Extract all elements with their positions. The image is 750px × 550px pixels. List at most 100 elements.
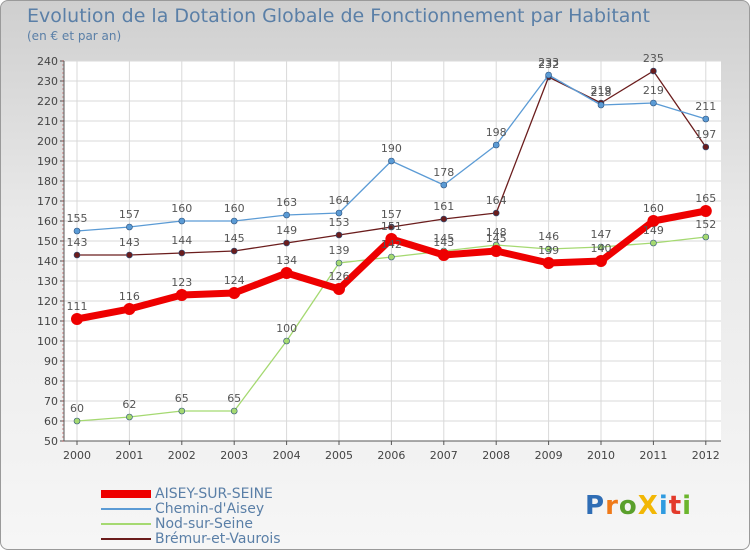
data-label: 100 bbox=[276, 322, 297, 335]
data-point-2 bbox=[230, 407, 238, 415]
legend-label: AISEY-SUR-SEINE bbox=[155, 485, 273, 502]
data-point-1 bbox=[702, 115, 710, 123]
data-label: 124 bbox=[224, 274, 245, 287]
data-point-3 bbox=[230, 247, 238, 255]
data-point-0 bbox=[595, 255, 607, 267]
data-point-3 bbox=[440, 215, 448, 223]
data-label: 145 bbox=[433, 232, 454, 245]
data-point-2 bbox=[335, 259, 343, 267]
x-tick-label: 2011 bbox=[639, 449, 667, 462]
data-point-3 bbox=[388, 223, 395, 231]
legend-item: Chemin-d'Aisey bbox=[101, 500, 281, 517]
chart-title: Evolution de la Dotation Globale de Fonc… bbox=[27, 5, 650, 27]
logo-letter: r bbox=[605, 491, 619, 521]
y-tick-label: 240 bbox=[37, 55, 58, 68]
data-label: 152 bbox=[695, 218, 716, 231]
legend-item: Brémur-et-Vaurois bbox=[101, 530, 281, 547]
data-label: 235 bbox=[643, 52, 664, 65]
data-label: 219 bbox=[591, 84, 612, 97]
data-point-2 bbox=[597, 243, 605, 251]
data-label: 165 bbox=[695, 192, 716, 205]
data-label: 233 bbox=[538, 56, 559, 69]
data-label: 62 bbox=[122, 398, 136, 411]
data-label: 148 bbox=[486, 226, 507, 239]
data-label: 134 bbox=[276, 254, 297, 267]
data-point-2 bbox=[388, 253, 395, 261]
data-point-2 bbox=[545, 245, 552, 253]
data-label: 198 bbox=[486, 126, 507, 139]
data-label: 151 bbox=[381, 220, 402, 233]
legend-label: Chemin-d'Aisey bbox=[155, 500, 265, 517]
data-point-1 bbox=[73, 227, 81, 235]
data-point-2 bbox=[73, 417, 81, 425]
y-tick-label: 180 bbox=[37, 175, 58, 188]
chart-subtitle: (en € et par an) bbox=[27, 29, 122, 43]
data-point-0 bbox=[437, 249, 450, 261]
data-point-3 bbox=[126, 251, 133, 259]
data-point-1 bbox=[492, 141, 500, 149]
y-tick-label: 230 bbox=[37, 75, 58, 88]
data-label: 111 bbox=[67, 300, 88, 313]
data-label: 142 bbox=[381, 238, 402, 251]
y-tick-label: 60 bbox=[44, 415, 58, 428]
data-point-1 bbox=[440, 181, 448, 189]
legend-swatch bbox=[101, 507, 151, 510]
y-tick-label: 190 bbox=[37, 155, 58, 168]
data-point-0 bbox=[228, 287, 241, 299]
data-point-1 bbox=[650, 99, 657, 107]
x-tick-label: 2012 bbox=[692, 449, 720, 462]
logo-letter: i bbox=[682, 491, 693, 521]
y-tick-label: 90 bbox=[44, 355, 58, 368]
data-label: 160 bbox=[171, 202, 192, 215]
y-tick-label: 100 bbox=[37, 335, 58, 348]
data-point-1 bbox=[597, 101, 605, 109]
logo-letter: t bbox=[668, 491, 683, 521]
y-tick-label: 110 bbox=[37, 315, 58, 328]
proxiti-logo: ProXiti bbox=[585, 491, 692, 521]
y-tick-label: 160 bbox=[37, 215, 58, 228]
data-point-0 bbox=[490, 245, 503, 257]
data-label: 164 bbox=[329, 194, 350, 207]
data-point-1 bbox=[283, 211, 290, 219]
data-label: 140 bbox=[591, 242, 612, 255]
data-label: 149 bbox=[643, 224, 664, 237]
data-label: 211 bbox=[695, 100, 716, 113]
y-tick-label: 80 bbox=[44, 375, 58, 388]
data-label: 143 bbox=[433, 236, 454, 249]
data-point-3 bbox=[335, 231, 343, 239]
data-label: 164 bbox=[486, 194, 507, 207]
logo-letter: i bbox=[658, 491, 669, 521]
x-tick-label: 2007 bbox=[430, 449, 458, 462]
data-label: 126 bbox=[329, 270, 350, 283]
data-label: 145 bbox=[224, 232, 245, 245]
data-point-0 bbox=[699, 205, 712, 217]
data-label: 153 bbox=[329, 216, 350, 229]
x-tick-label: 2001 bbox=[115, 449, 143, 462]
chart-legend: AISEY-SUR-SEINE Chemin-d'Aisey Nod-sur-Sei… bbox=[101, 485, 281, 547]
data-label: 155 bbox=[67, 212, 88, 225]
logo-letter: X bbox=[637, 491, 659, 521]
x-tick-label: 2010 bbox=[587, 449, 615, 462]
data-point-3 bbox=[650, 67, 657, 75]
data-point-1 bbox=[126, 223, 133, 231]
data-point-2 bbox=[126, 413, 133, 421]
data-point-2 bbox=[650, 239, 657, 247]
y-tick-label: 210 bbox=[37, 115, 58, 128]
data-label: 147 bbox=[591, 228, 612, 241]
legend-item: AISEY-SUR-SEINE bbox=[101, 485, 281, 502]
data-point-3 bbox=[283, 239, 290, 247]
x-tick-label: 2003 bbox=[220, 449, 248, 462]
legend-swatch bbox=[101, 522, 151, 525]
data-label: 116 bbox=[119, 290, 140, 303]
data-point-0 bbox=[71, 313, 83, 325]
data-point-0 bbox=[333, 283, 345, 295]
y-tick-label: 130 bbox=[37, 275, 58, 288]
logo-letter: P bbox=[585, 491, 606, 521]
data-label: 157 bbox=[381, 208, 402, 221]
x-tick-label: 2005 bbox=[325, 449, 353, 462]
data-point-1 bbox=[335, 209, 343, 217]
x-tick-label: 2002 bbox=[168, 449, 196, 462]
data-label: 197 bbox=[695, 128, 716, 141]
legend-label: Brémur-et-Vaurois bbox=[155, 530, 281, 547]
